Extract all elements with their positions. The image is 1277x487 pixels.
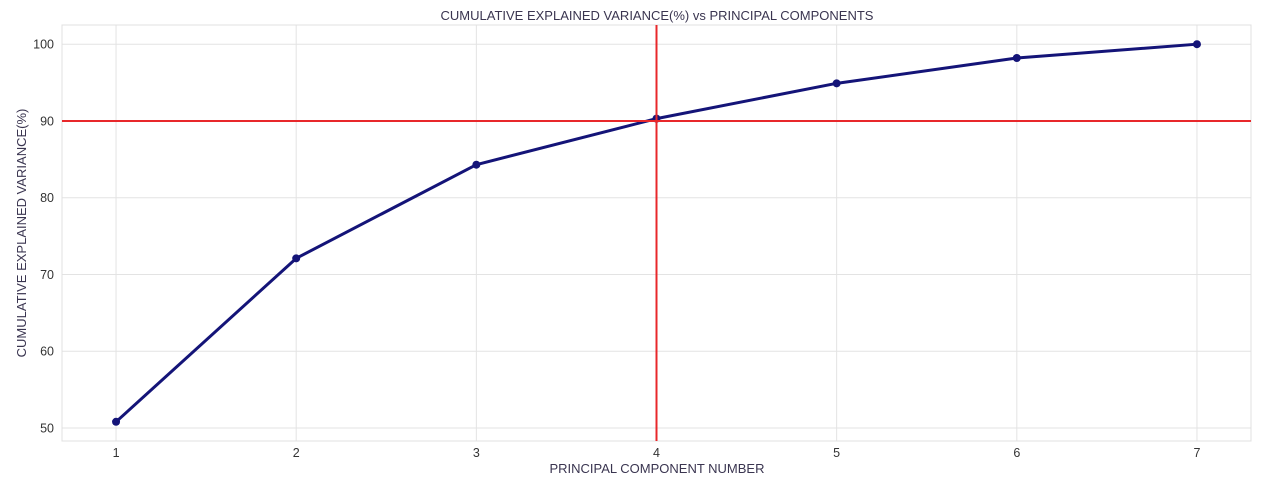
y-tick-label: 60 xyxy=(40,345,54,359)
x-tick-label: 5 xyxy=(833,446,840,460)
data-point xyxy=(112,417,121,426)
chart-title: CUMULATIVE EXPLAINED VARIANCE(%) vs PRIN… xyxy=(441,8,874,23)
x-tick-label: 6 xyxy=(1013,446,1020,460)
y-tick-label: 100 xyxy=(33,38,54,52)
x-tick-label: 2 xyxy=(293,446,300,460)
data-point xyxy=(292,254,301,263)
y-axis-label: CUMULATIVE EXPLAINED VARIANCE(%) xyxy=(14,109,29,358)
x-tick-label: 1 xyxy=(113,446,120,460)
x-tick-label: 3 xyxy=(473,446,480,460)
x-tick-label: 7 xyxy=(1193,446,1200,460)
x-tick-label: 4 xyxy=(653,446,660,460)
y-tick-label: 50 xyxy=(40,421,54,435)
data-point xyxy=(832,79,841,88)
data-point xyxy=(1012,54,1021,63)
y-tick-label: 80 xyxy=(40,191,54,205)
y-tick-label: 70 xyxy=(40,268,54,282)
y-tick-label: 90 xyxy=(40,114,54,128)
data-point xyxy=(472,160,481,169)
data-point xyxy=(1192,40,1201,49)
x-axis-label: PRINCIPAL COMPONENT NUMBER xyxy=(549,461,764,476)
plot-area: 1 2 3 4 5 6 7 50 60 70 80 90 100 xyxy=(33,24,1252,460)
